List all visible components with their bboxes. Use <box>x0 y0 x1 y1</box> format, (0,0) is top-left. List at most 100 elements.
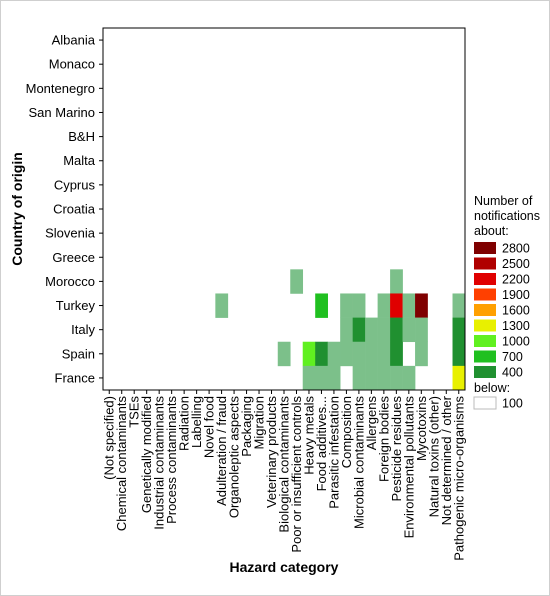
heatmap-cell-spain-mycotoxins <box>415 341 428 367</box>
x-tick-label: Chemical contaminants <box>114 396 129 532</box>
heatmap-cell-france-microbial-contaminants <box>352 365 366 391</box>
y-tick-label: Slovenia <box>45 226 96 241</box>
heatmap-cell-turkey-pesticide-residues <box>390 293 403 318</box>
y-axis-title: Country of origin <box>9 152 25 266</box>
y-tick-label: Turkey <box>56 298 96 313</box>
heatmap-cell-morocco-poor-or-insufficient-controls <box>290 269 304 294</box>
x-tick-label: Adulteration / fraud <box>214 396 229 506</box>
y-tick-label: France <box>55 370 95 385</box>
legend-title-line: notifications <box>474 209 540 223</box>
x-tick-label: Pesticide residues <box>389 396 404 502</box>
x-tick-label: Composition <box>339 396 354 468</box>
x-tick-label: Heavy metals <box>301 396 316 475</box>
legend-title-line: Number of <box>474 194 533 208</box>
heatmap-cell-france-allergens <box>365 365 378 391</box>
legend-swatch-1900 <box>474 288 496 301</box>
x-tick-label: Food additives... <box>314 396 329 491</box>
legend-label-2200: 2200 <box>502 273 530 287</box>
x-tick-label: Poor or insufficient controls <box>289 396 304 553</box>
x-axis-title: Hazard category <box>230 559 339 575</box>
heatmap-cell-spain-parasitic-infestation <box>327 341 341 367</box>
x-tick-label: Labelling <box>189 396 204 448</box>
x-tick-label: Packaging <box>239 396 254 457</box>
legend-label-1000: 1000 <box>502 335 530 349</box>
legend-below-label: below: <box>474 381 510 395</box>
heatmap-cell-turkey-composition <box>340 293 353 318</box>
heatmap-cell-spain-heavy-metals <box>302 341 316 367</box>
heatmap-cell-italy-pathogenic-micro-organisms <box>452 317 466 343</box>
heatmap-cell-spain-biological-contaminants <box>277 341 291 367</box>
legend-label-1300: 1300 <box>502 319 530 333</box>
heatmap-cell-italy-allergens <box>365 317 378 343</box>
legend-label-1900: 1900 <box>502 288 530 302</box>
x-tick-label: Migration <box>252 396 267 449</box>
x-tick-label: Process contaminants <box>164 396 179 524</box>
y-tick-label: San Marino <box>29 105 95 120</box>
x-tick-label: Novel food <box>202 396 217 458</box>
x-tick-label: Foreign bodies <box>376 396 391 482</box>
legend-below-value: 100 <box>502 397 523 411</box>
legend-swatch-1300 <box>474 319 496 332</box>
legend-title-line: about: <box>474 224 509 238</box>
x-tick-label: Pathogenic micro-organisms <box>451 396 466 561</box>
heatmap-cell-france-parasitic-infestation <box>327 365 341 391</box>
heatmap-cell-spain-composition <box>340 341 353 367</box>
x-tick-label: Organoleptic aspects <box>227 396 242 519</box>
y-tick-label: Monaco <box>49 57 95 72</box>
y-tick-label: Morocco <box>45 274 95 289</box>
x-tick-label: Mycotoxins <box>414 396 429 462</box>
x-tick-label: Industrial contaminants <box>152 396 167 530</box>
heatmap-cell-turkey-foreign-bodies <box>377 293 391 318</box>
y-tick-label: Montenegro <box>26 81 95 96</box>
legend-label-700: 700 <box>502 350 523 364</box>
heatmap-cell-spain-pathogenic-micro-organisms <box>452 341 466 367</box>
legend-swatch-1000 <box>474 335 496 347</box>
y-axis-ticks: Albania Monaco Montenegro San Marino B&H Malt… <box>26 33 103 385</box>
legend-swatch-2200 <box>474 273 496 285</box>
heatmap-cell-france-environmental-pollutants <box>402 365 416 391</box>
heatmap-cell-turkey-environmental-pollutants <box>402 293 416 318</box>
heatmap-cell-spain-foreign-bodies <box>377 341 391 367</box>
legend-swatch-700 <box>474 350 496 363</box>
legend-swatch-below <box>473 396 497 410</box>
legend-swatch-2800 <box>474 242 496 254</box>
heatmap-cell-turkey-pathogenic-micro-organisms <box>452 293 466 318</box>
x-axis-ticks: (Not specified)Chemical contaminantsTSEs… <box>102 390 466 561</box>
heatmap-cell-turkey-mycotoxins <box>415 293 428 318</box>
legend-label-400: 400 <box>502 366 523 380</box>
x-tick-label: TSEs <box>127 396 142 428</box>
x-tick-label: Veterinary products <box>264 396 279 509</box>
x-tick-label: (Not specified) <box>102 396 117 480</box>
heatmap-cells <box>215 269 466 391</box>
heatmap-cell-italy-microbial-contaminants <box>352 317 366 343</box>
heatmap-cell-italy-foreign-bodies <box>377 317 391 343</box>
legend-swatch-2500 <box>474 257 496 270</box>
x-tick-label: Genetically modified <box>139 396 154 513</box>
y-tick-label: Spain <box>62 346 95 361</box>
heatmap-cell-morocco-pesticide-residues <box>390 269 403 294</box>
x-tick-label: Parasitic infestation <box>326 396 341 509</box>
heatmap-cell-turkey-microbial-contaminants <box>352 293 366 318</box>
heatmap-cell-italy-pesticide-residues <box>390 317 403 343</box>
heatmap-cell-italy-environmental-pollutants <box>402 317 416 343</box>
heatmap-cell-spain-pesticide-residues <box>390 341 403 367</box>
heatmap-cell-italy-mycotoxins <box>415 317 428 343</box>
y-tick-label: Albania <box>52 33 96 48</box>
y-tick-label: B&H <box>68 129 95 144</box>
y-tick-label: Italy <box>71 322 95 337</box>
heatmap-cell-spain-food-additives <box>315 341 328 367</box>
y-tick-label: Malta <box>63 153 96 168</box>
heatmap-cell-france-pathogenic-micro-organisms <box>452 365 466 391</box>
legend-label-2500: 2500 <box>502 257 530 271</box>
heatmap-cell-turkey-adulteration-fraud <box>215 293 229 318</box>
legend-swatch-1600 <box>474 304 496 316</box>
x-tick-label: Biological contaminants <box>277 396 292 533</box>
legend-label-1600: 1600 <box>502 304 530 318</box>
legend-label-2800: 2800 <box>502 242 530 256</box>
heatmap-cell-turkey-food-additives <box>315 293 328 318</box>
x-tick-label: Microbial contaminants <box>351 396 366 529</box>
x-tick-label: Natural toxins (other) <box>426 396 441 517</box>
y-tick-label: Cyprus <box>54 177 96 192</box>
